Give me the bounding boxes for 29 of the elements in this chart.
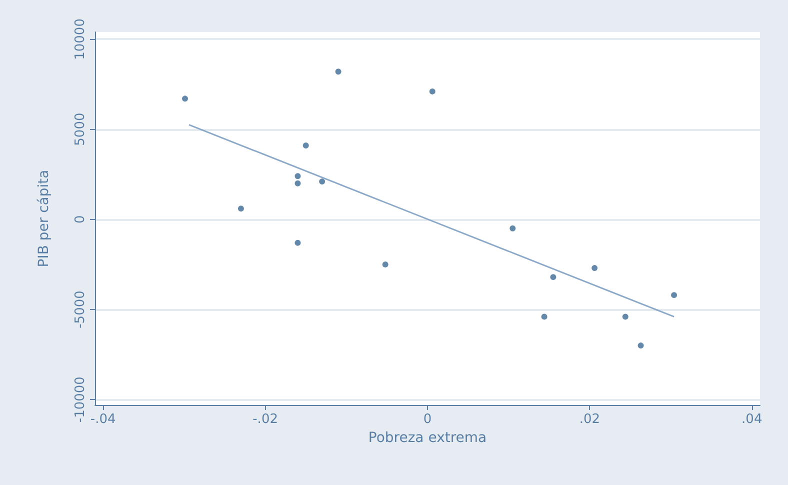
point [671, 292, 678, 298]
point [335, 68, 342, 75]
y-tick-label: -5000 [73, 290, 88, 328]
x-tick-label: -.04 [90, 412, 116, 427]
point [294, 173, 301, 180]
x-tick-label: .04 [742, 412, 762, 427]
x-tick-label: 0 [423, 412, 432, 427]
point [382, 261, 388, 268]
point [510, 225, 516, 232]
y-tick-label: 10000 [73, 18, 88, 60]
x-tick-label: -.02 [252, 412, 278, 427]
x-tick-label: .02 [579, 412, 600, 427]
y-tick-label: 0 [73, 215, 88, 224]
point [592, 265, 598, 272]
point [302, 142, 309, 149]
point [550, 274, 556, 280]
y-axis-title: PIB per cápita [36, 170, 52, 268]
point [622, 314, 628, 320]
point [429, 88, 436, 94]
point [238, 206, 244, 212]
x-axis-title: Pobreza extrema [368, 430, 487, 446]
y-tick-label: 5000 [73, 112, 88, 146]
point [638, 342, 644, 349]
point [294, 180, 301, 186]
point [294, 240, 301, 246]
point [319, 178, 326, 185]
point [541, 314, 548, 320]
y-tick-label: -10000 [73, 376, 88, 423]
point [182, 96, 188, 102]
